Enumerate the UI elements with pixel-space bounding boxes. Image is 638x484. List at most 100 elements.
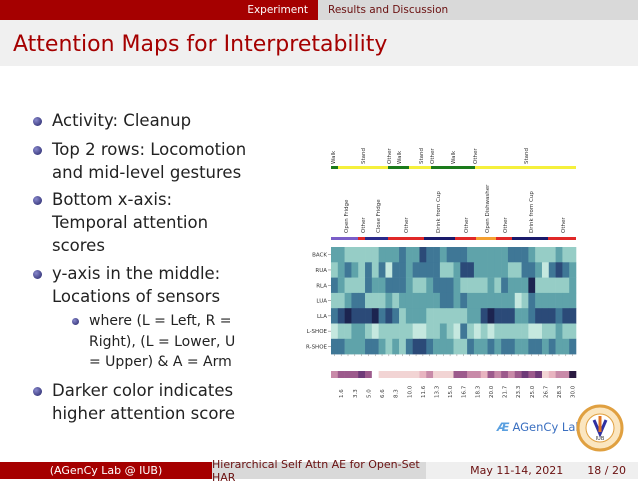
heatmap-cell [385,338,393,355]
heatmap-cell [541,262,550,278]
temporal-score-cell [405,371,413,378]
heatmap-cell [337,262,345,278]
temporal-tick-label: 13.3 [434,385,440,398]
heatmap-cell [344,338,352,355]
locomotion-label: Other [430,148,436,164]
heatmap-cell [378,292,386,309]
heatmap-cell [344,308,352,324]
heatmap-cell [473,247,482,263]
temporal-tick-label: 26.7 [543,385,549,398]
bullet-text: Top 2 rows: Locomotion [52,140,247,159]
heatmap-cell [562,277,570,294]
heatmap-cell [494,308,502,324]
temporal-score-cell [371,371,379,378]
temporal-tick-label: 3.3 [353,389,359,398]
page-number[interactable]: 18 / 20 [587,464,626,477]
temporal-score-cell [460,371,468,378]
nav-section-experiment[interactable]: Experiment [247,4,308,16]
heatmap-cell [528,338,536,355]
temporal-score-cell [351,371,359,378]
heatmap-cell [569,262,577,278]
nav-section-results[interactable]: Results and Discussion [328,4,449,16]
heatmap-cell [439,292,447,309]
heatmap-cell [467,262,475,278]
heatmap-cell [555,323,563,340]
heatmap-cell [541,277,550,294]
temporal-score-cell [548,371,556,378]
heatmap-cell [371,308,379,324]
heatmap-cell [358,323,366,340]
heatmap-cell [446,247,454,263]
heatmap-cell [507,292,516,309]
heatmap-cell [439,338,447,355]
heatmap-cell [378,262,386,278]
bullet-icon [33,387,42,396]
temporal-score-cell [562,371,570,378]
heatmap-cell [548,308,556,324]
heatmap-cell [371,338,379,355]
heatmap-cell [392,247,400,263]
heatmap-cell [392,262,400,278]
heatmap-cell [371,292,379,309]
heatmap-cell [385,262,393,278]
temporal-tick-label: 5.0 [366,389,372,398]
heatmap-cell [392,308,400,324]
sensor-label: BACK [312,253,327,259]
agency-logo-text: AGenCy Lab [512,420,583,434]
sensor-label: LUA [316,299,327,305]
heatmap-cell [528,308,536,324]
locomotion-label: Stand [524,148,530,164]
heatmap-cell [535,262,543,278]
heatmap-cell [331,247,339,263]
temporal-score-cell [344,371,352,378]
heatmap-cell [541,323,550,340]
heatmap-cell [467,308,475,324]
temporal-score-cell [507,371,516,378]
heatmap-cell [453,338,461,355]
heatmap-cell [521,323,529,340]
heatmap-cell [480,262,488,278]
gesture-label: Other [503,217,509,233]
heatmap-cell [473,323,482,340]
heatmap-cell [344,277,352,294]
heatmap-cell [446,338,454,355]
temporal-score-cell [467,371,475,378]
heatmap-cell [412,323,420,340]
heatmap-cell [358,338,366,355]
heatmap-cell [399,323,407,340]
heatmap-cell [541,338,550,355]
bullet-text: and mid-level gestures [52,163,242,182]
heatmap-cell [331,262,339,278]
heatmap-cell [541,247,550,263]
heatmap-cell [521,277,529,294]
heatmap-cell [535,338,543,355]
locomotion-label: Stand [419,148,425,164]
temporal-tick-label: 21.7 [503,385,509,398]
gesture-segment [424,237,455,240]
heatmap-cell [385,277,393,294]
heatmap-cell [555,262,563,278]
heatmap-cell [439,277,447,294]
footer: (AGenCy Lab @ IUB) Hierarchical Self Att… [0,458,638,484]
bullet-text: Activity: Cleanup [52,111,192,130]
heatmap-cell [535,247,543,263]
heatmap-cell [399,338,407,355]
sensor-label: RLA [316,283,327,289]
heatmap-cell [514,247,522,263]
heatmap-cell [548,292,556,309]
heatmap-cell [351,262,359,278]
temporal-score-cell [378,371,386,378]
temporal-tick-label: 25.0 [530,385,536,398]
locomotion-label: Other [387,148,393,164]
heatmap-cell [487,308,495,324]
bullet-text: y-axis in the middle: [52,264,221,283]
gesture-label: Open Dishwasher [485,184,491,233]
heatmap-cell [392,323,400,340]
heatmap-cell [365,277,373,294]
heatmap-cell [501,323,509,340]
heatmap-cell [405,247,413,263]
heatmap-cell [365,247,373,263]
locomotion-label: Stand [361,148,367,164]
heatmap-cell [439,262,447,278]
heatmap-cell [351,247,359,263]
